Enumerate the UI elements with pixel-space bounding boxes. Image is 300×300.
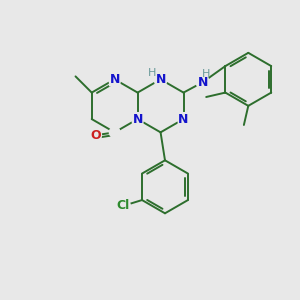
Circle shape: [154, 73, 167, 86]
Circle shape: [178, 113, 189, 125]
Circle shape: [132, 113, 143, 125]
Circle shape: [196, 76, 209, 89]
Text: N: N: [110, 73, 120, 86]
Circle shape: [116, 199, 130, 213]
Text: Cl: Cl: [116, 200, 130, 212]
Text: N: N: [197, 76, 208, 89]
Text: O: O: [90, 129, 101, 142]
Text: N: N: [132, 112, 143, 126]
Circle shape: [110, 127, 120, 138]
Text: H: H: [148, 68, 157, 78]
Text: N: N: [178, 112, 189, 126]
Circle shape: [90, 129, 101, 141]
Text: N: N: [155, 73, 166, 86]
Circle shape: [109, 74, 121, 85]
Text: H: H: [202, 69, 210, 79]
